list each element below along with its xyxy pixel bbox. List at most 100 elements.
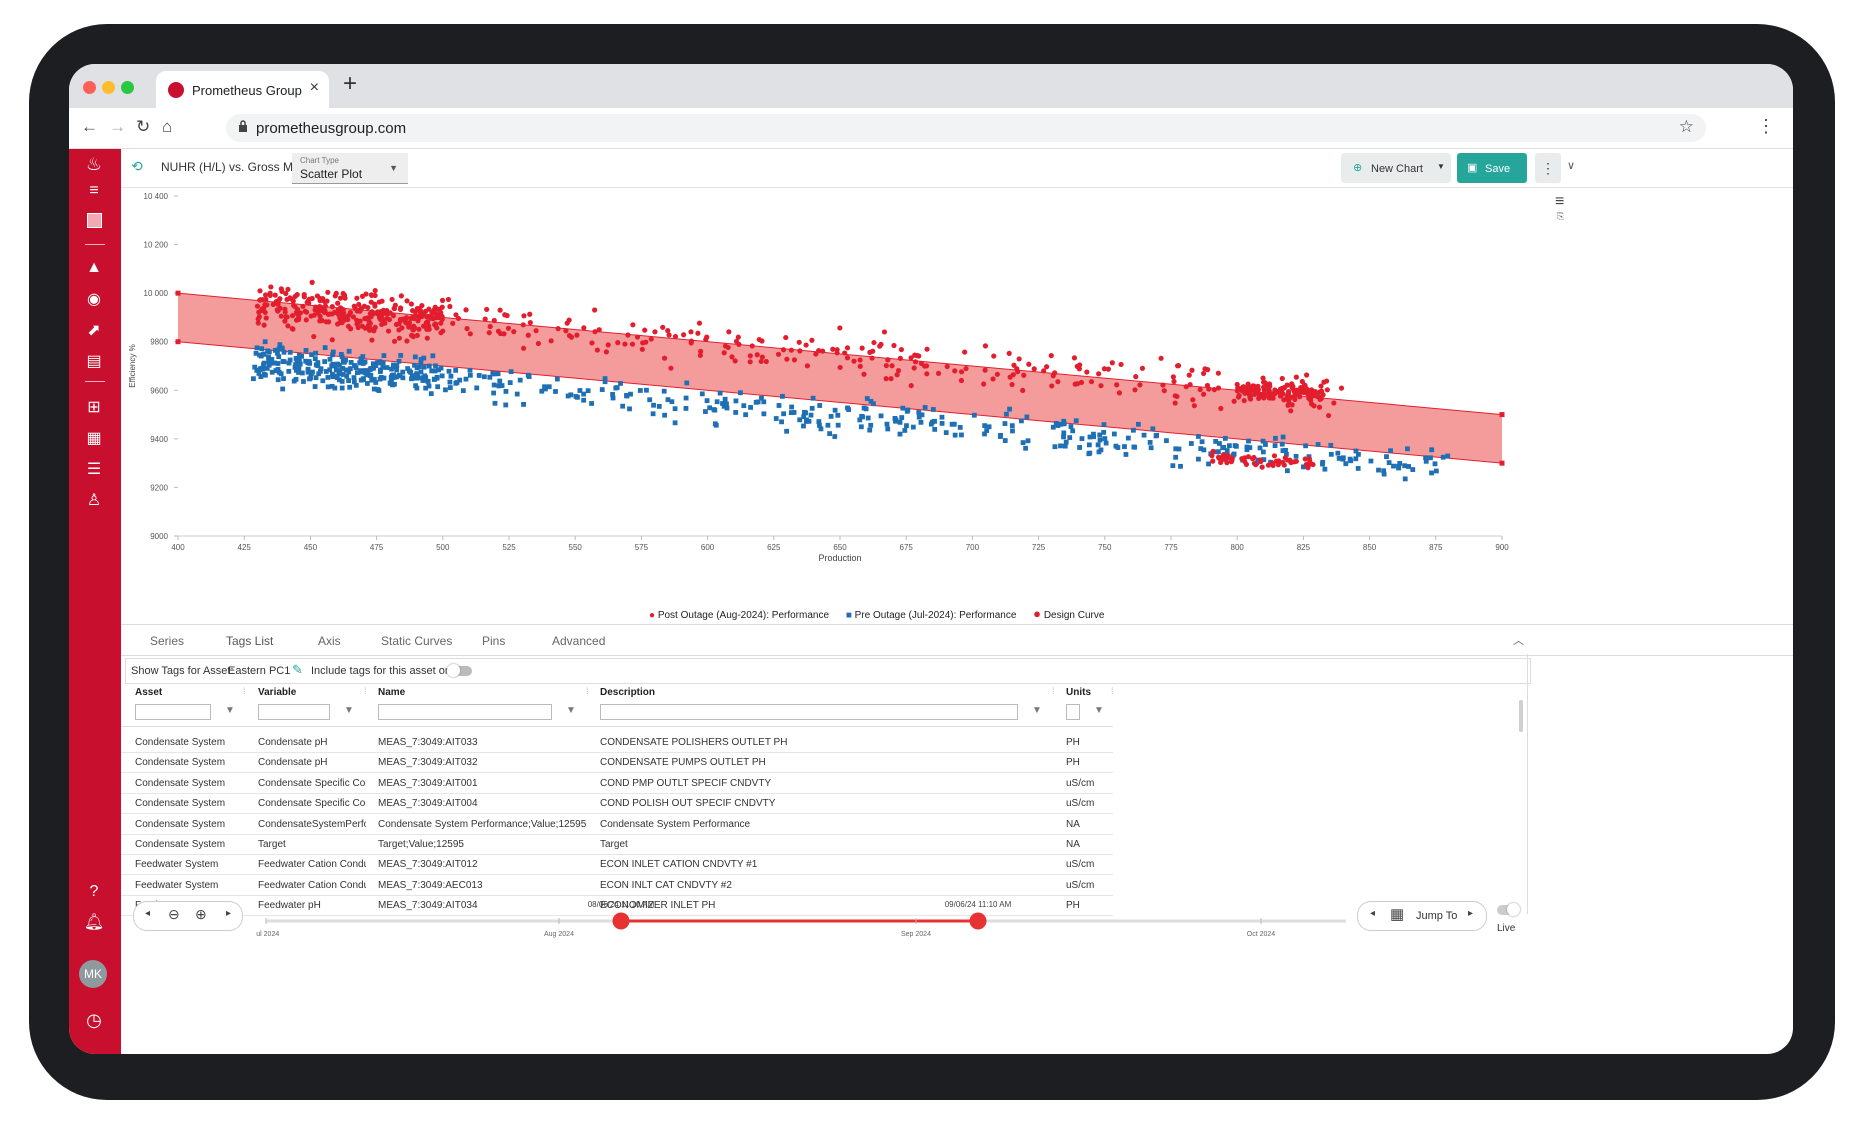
- analytics-icon[interactable]: ▦: [86, 430, 102, 447]
- chart-menu-icon[interactable]: ≡: [1555, 193, 1565, 210]
- browser-tab[interactable]: Prometheus Group ×: [156, 71, 329, 108]
- calendar-icon[interactable]: ▦: [1390, 906, 1405, 923]
- scatter-point: [897, 419, 903, 425]
- range-end-handle[interactable]: [969, 912, 987, 930]
- table-row[interactable]: Condensate System Condensate Specific Con…: [121, 793, 1113, 815]
- table-row[interactable]: Condensate System CondensateSystemPerfo Co…: [121, 814, 1113, 835]
- column-resize-handle[interactable]: ⁞: [1111, 686, 1114, 696]
- collapse-panel-icon[interactable]: ︿: [1513, 635, 1524, 647]
- next-icon[interactable]: ▸: [1468, 908, 1474, 919]
- new-chart-button[interactable]: ⊕ New Chart ▼: [1341, 153, 1451, 183]
- dashboard-icon[interactable]: [83, 209, 105, 231]
- description-filter-input[interactable]: [600, 704, 1018, 720]
- column-header-name[interactable]: Name: [378, 687, 406, 698]
- logo-icon[interactable]: ♨: [85, 153, 103, 174]
- scatter-point: [747, 359, 753, 365]
- scatter-point: [1086, 451, 1092, 457]
- bookmark-star-icon[interactable]: ☆: [1678, 117, 1694, 136]
- table-row[interactable]: Feedwater System Feedwater Cation Condu ME…: [121, 854, 1113, 876]
- close-tab-icon[interactable]: ×: [309, 79, 319, 96]
- filter-funnel-icon[interactable]: ▼: [1094, 705, 1104, 716]
- edit-pencil-icon[interactable]: ✎: [292, 662, 303, 677]
- avatar[interactable]: MK: [79, 960, 107, 988]
- table-row[interactable]: Feedwater System Feedwater Cation Condu ME…: [121, 875, 1113, 896]
- scatter-point: [928, 421, 934, 427]
- menu-icon[interactable]: ≡: [89, 182, 99, 199]
- minimize-window-dot[interactable]: [102, 81, 115, 94]
- column-header-variable[interactable]: Variable: [258, 687, 297, 698]
- collapse-chevron-icon[interactable]: ∨: [1567, 160, 1576, 172]
- alert-icon[interactable]: ▲: [86, 259, 102, 276]
- timeline-slider[interactable]: Jul 2024 Aug 2024 Sep 2024 Oct 2024 08/06/24…: [256, 899, 1356, 951]
- filter-funnel-icon[interactable]: ▼: [344, 705, 354, 716]
- report-icon[interactable]: ▤: [86, 353, 102, 370]
- clock-icon[interactable]: ◷: [86, 1009, 102, 1030]
- legend-item-pre-outage[interactable]: ■ Pre Outage (Jul-2024): Performance: [846, 610, 1017, 621]
- column-resize-handle[interactable]: ⁞: [1052, 686, 1055, 696]
- range-start-handle[interactable]: [612, 912, 630, 930]
- forward-icon[interactable]: →: [109, 117, 126, 136]
- tab-series[interactable]: Series: [150, 634, 185, 648]
- filter-funnel-icon[interactable]: ▼: [1032, 705, 1042, 716]
- scatter-point: [911, 365, 917, 371]
- filter-funnel-icon[interactable]: ▼: [225, 705, 235, 716]
- chart-export-icon[interactable]: ⎘: [1557, 211, 1565, 221]
- maximize-window-dot[interactable]: [121, 81, 134, 94]
- filter-funnel-icon[interactable]: ▼: [566, 705, 576, 716]
- refresh-icon[interactable]: ⟲: [131, 158, 143, 174]
- home-icon[interactable]: ⌂: [162, 117, 173, 136]
- table-row[interactable]: Condensate System Target Target;Value;1259…: [121, 834, 1113, 855]
- scatter-point: [333, 367, 339, 373]
- help-icon[interactable]: ?: [89, 883, 99, 900]
- trend-icon[interactable]: ⬈: [87, 322, 101, 339]
- column-resize-handle[interactable]: ⁞: [586, 686, 589, 696]
- url-field[interactable]: prometheusgroup.com ☆: [226, 114, 1706, 142]
- scatter-point: [1231, 452, 1236, 458]
- pan-right-icon[interactable]: ▸: [226, 908, 232, 919]
- previous-icon[interactable]: ◂: [1370, 908, 1376, 919]
- list-settings-icon[interactable]: ☰: [86, 461, 102, 478]
- check-icon[interactable]: ◉: [87, 291, 101, 308]
- back-icon[interactable]: ←: [81, 117, 98, 136]
- tab-advanced[interactable]: Advanced: [552, 634, 606, 648]
- zoom-in-icon[interactable]: ⊕: [195, 906, 207, 922]
- jump-to-button[interactable]: Jump To: [1416, 910, 1458, 922]
- pan-left-icon[interactable]: ◂: [145, 908, 151, 919]
- tab-axis[interactable]: Axis: [318, 634, 341, 648]
- tab-tags-list[interactable]: Tags List: [226, 634, 274, 648]
- units-filter-input[interactable]: [1066, 704, 1080, 720]
- save-button[interactable]: ▣ Save: [1457, 153, 1527, 183]
- variable-filter-input[interactable]: [258, 704, 330, 720]
- table-row[interactable]: Condensate System Condensate Specific Con…: [121, 773, 1113, 794]
- asset-filter-input[interactable]: [135, 704, 211, 720]
- legend-item-post-outage[interactable]: ● Post Outage (Aug-2024): Performance: [649, 610, 829, 621]
- column-header-units[interactable]: Units: [1066, 687, 1091, 698]
- scatter-point: [1221, 456, 1227, 462]
- column-header-description[interactable]: Description: [600, 687, 656, 698]
- table-scrollbar[interactable]: [1519, 700, 1523, 732]
- legend-item-design-curve[interactable]: ● Design Curve: [1033, 606, 1104, 621]
- diagram-icon[interactable]: ⊞: [87, 399, 101, 416]
- zoom-out-icon[interactable]: ⊖: [168, 906, 180, 922]
- scatter-point: [1210, 458, 1216, 464]
- live-toggle[interactable]: [1497, 903, 1520, 916]
- tab-static-curves[interactable]: Static Curves: [381, 634, 453, 648]
- column-resize-handle[interactable]: ⁞: [243, 686, 246, 696]
- column-header-asset[interactable]: Asset: [135, 687, 163, 698]
- chart-type-select[interactable]: Chart Type Scatter Plot ▼: [292, 153, 408, 184]
- name-filter-input[interactable]: [378, 704, 552, 720]
- more-options-button[interactable]: ⋮: [1535, 153, 1561, 183]
- scatter-point: [272, 347, 278, 353]
- tab-pins[interactable]: Pins: [482, 634, 506, 648]
- scatter-point: [499, 383, 505, 388]
- table-row[interactable]: Condensate System Condensate pH MEAS_7:304…: [121, 732, 1113, 753]
- browser-menu-icon[interactable]: ⋮: [1757, 116, 1775, 136]
- new-tab-button[interactable]: +: [343, 70, 358, 97]
- user-settings-icon[interactable]: ♙: [86, 492, 102, 509]
- bell-icon[interactable]: 🔔︎: [83, 914, 105, 931]
- close-window-dot[interactable]: [83, 81, 96, 94]
- include-tags-toggle[interactable]: [447, 664, 472, 677]
- column-resize-handle[interactable]: ⁞: [364, 686, 367, 696]
- reload-icon[interactable]: ↻: [136, 117, 151, 136]
- table-row[interactable]: Condensate System Condensate pH MEAS_7:304…: [121, 752, 1113, 774]
